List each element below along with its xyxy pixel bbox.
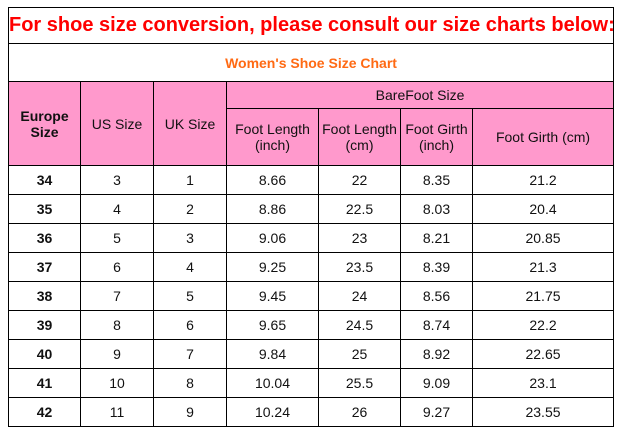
table-cell: 21.3 [471, 252, 615, 282]
table-row: 39 8 6 9.65 24.5 8.74 22.2 [8, 310, 615, 340]
table-cell: 3 [153, 223, 227, 253]
table-cell: 23 [318, 223, 401, 253]
table-cell: 22.2 [471, 310, 615, 340]
table-cell: 34 [8, 165, 81, 195]
table-cell: 9.25 [226, 252, 319, 282]
size-chart-table: For shoe size conversion, please consult… [7, 7, 615, 427]
table-cell: 9 [80, 339, 154, 369]
table-cell: 22.65 [471, 339, 615, 369]
table-row: 34 3 1 8.66 22 8.35 21.2 [8, 165, 615, 195]
table-cell: 24 [318, 281, 401, 311]
header-us-size: US Size [80, 81, 154, 166]
table-cell: 8.86 [226, 194, 319, 224]
table-cell: 23.1 [471, 368, 615, 398]
table-cell: 35 [8, 194, 81, 224]
table-cell: 22 [318, 165, 401, 195]
table-cell: 39 [8, 310, 81, 340]
table-cell: 7 [80, 281, 154, 311]
table-cell: 25.5 [318, 368, 401, 398]
table-cell: 2 [153, 194, 227, 224]
header-foot-length-cm: Foot Length (cm) [318, 108, 401, 166]
header-barefoot-size: BareFoot Size [225, 81, 615, 109]
header-foot-girth-cm: Foot Girth (cm) [471, 108, 615, 166]
table-cell: 8.03 [400, 194, 473, 224]
table-cell: 8.21 [400, 223, 473, 253]
table-row: 35 4 2 8.86 22.5 8.03 20.4 [8, 194, 615, 224]
table-cell: 7 [153, 339, 227, 369]
table-cell: 40 [8, 339, 81, 369]
table-row: 40 9 7 9.84 25 8.92 22.65 [8, 339, 615, 369]
table-cell: 3 [80, 165, 154, 195]
table-cell: 11 [80, 397, 154, 427]
table-cell: 9.65 [226, 310, 319, 340]
table-cell: 41 [8, 368, 81, 398]
table-row: 37 6 4 9.25 23.5 8.39 21.3 [8, 252, 615, 282]
table-cell: 20.4 [471, 194, 615, 224]
table-cell: 9.45 [226, 281, 319, 311]
table-cell: 10 [80, 368, 154, 398]
table-cell: 8.35 [400, 165, 473, 195]
table-row: 42 11 9 10.24 26 9.27 23.55 [8, 397, 615, 427]
table-cell: 8.56 [400, 281, 473, 311]
table-cell: 9.84 [226, 339, 319, 369]
table-cell: 8 [80, 310, 154, 340]
table-cell: 4 [80, 194, 154, 224]
table-cell: 1 [153, 165, 227, 195]
table-row: 36 5 3 9.06 23 8.21 20.85 [8, 223, 615, 253]
table-row: 41 10 8 10.04 25.5 9.09 23.1 [8, 368, 615, 398]
banner-title: For shoe size conversion, please consult… [7, 7, 615, 44]
table-cell: 23.5 [318, 252, 401, 282]
table-cell: 8.74 [400, 310, 473, 340]
table-cell: 8.66 [226, 165, 319, 195]
table-cell: 21.2 [471, 165, 615, 195]
table-cell: 10.24 [226, 397, 319, 427]
table-cell: 36 [8, 223, 81, 253]
table-cell: 6 [80, 252, 154, 282]
table-cell: 9.27 [400, 397, 473, 427]
table-cell: 8.39 [400, 252, 473, 282]
table-cell: 8.92 [400, 339, 473, 369]
header-foot-girth-inch: Foot Girth (inch) [400, 108, 473, 166]
table-cell: 37 [8, 252, 81, 282]
table-cell: 9.06 [226, 223, 319, 253]
table-cell: 9 [153, 397, 227, 427]
header-uk-size: UK Size [153, 81, 227, 166]
table-cell: 42 [8, 397, 81, 427]
table-cell: 25 [318, 339, 401, 369]
chart-title: Women's Shoe Size Chart [7, 43, 615, 82]
table-cell: 10.04 [226, 368, 319, 398]
table-cell: 20.85 [471, 223, 615, 253]
table-cell: 5 [80, 223, 154, 253]
table-cell: 38 [8, 281, 81, 311]
table-cell: 22.5 [318, 194, 401, 224]
table-cell: 6 [153, 310, 227, 340]
table-cell: 5 [153, 281, 227, 311]
table-cell: 8 [153, 368, 227, 398]
table-cell: 23.55 [471, 397, 615, 427]
table-cell: 24.5 [318, 310, 401, 340]
table-cell: 21.75 [471, 281, 615, 311]
header-europe-size: Europe Size [8, 81, 81, 166]
header-foot-length-inch: Foot Length (inch) [226, 108, 319, 166]
table-cell: 26 [318, 397, 401, 427]
table-cell: 4 [153, 252, 227, 282]
table-cell: 9.09 [400, 368, 473, 398]
table-row: 38 7 5 9.45 24 8.56 21.75 [8, 281, 615, 311]
